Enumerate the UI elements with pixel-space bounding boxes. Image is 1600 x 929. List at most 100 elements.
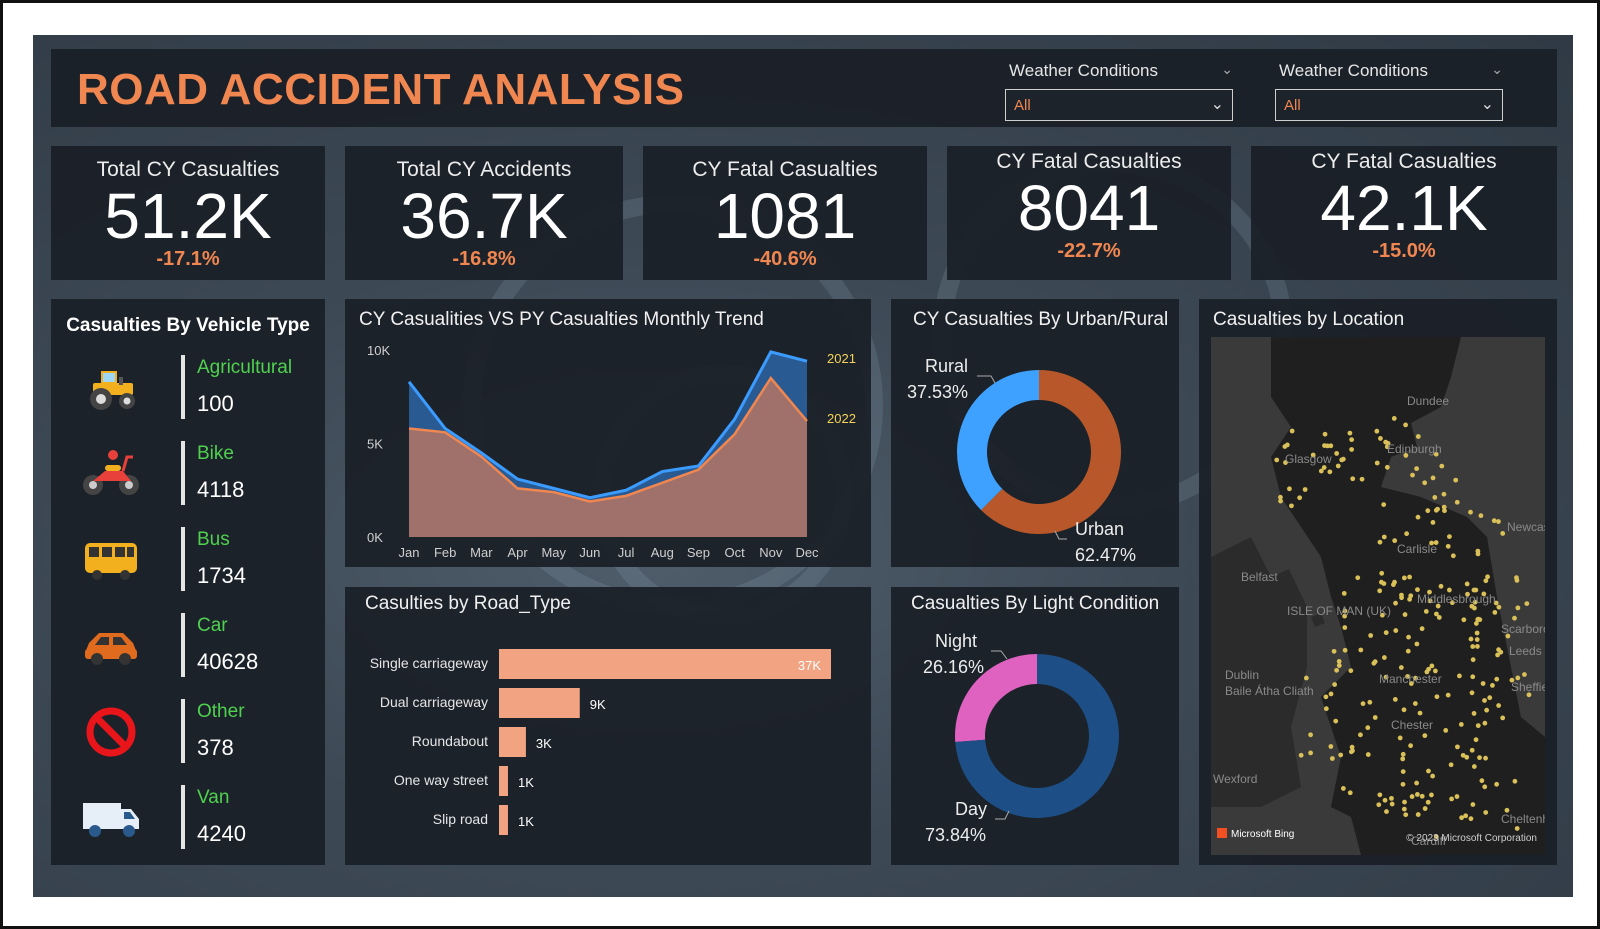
bar-category-label: Dual carriageway <box>380 694 488 710</box>
map-dot <box>1524 601 1530 607</box>
bar-value-label: 1K <box>518 775 534 790</box>
map-dot <box>1331 648 1337 654</box>
kpi-title: CY Fatal Casualties <box>996 150 1182 173</box>
map-dot <box>1438 583 1444 589</box>
map-dot <box>1439 463 1445 469</box>
map-dot <box>1392 579 1397 585</box>
map-dot <box>1393 600 1398 606</box>
map-place-label: Dundee <box>1407 394 1449 408</box>
map-dot <box>1482 698 1487 703</box>
map-dot <box>1328 744 1334 749</box>
map-dot <box>1425 508 1431 514</box>
map-dot <box>1417 710 1423 716</box>
map-dot <box>1310 452 1316 458</box>
series-area-2022 <box>409 378 807 537</box>
kpi-card-total-casualties: Total CY Casualties 51.2K -17.1% <box>51 146 325 280</box>
map-dot <box>1336 663 1342 668</box>
vehicle-value: 4240 <box>197 821 246 846</box>
map-dot <box>1500 531 1506 536</box>
map-dot <box>1340 786 1346 791</box>
map-dot <box>1481 591 1487 597</box>
map-dot <box>1435 603 1441 609</box>
map-dot <box>1413 675 1418 681</box>
chevron-down-icon[interactable]: ⌄ <box>1221 61 1233 77</box>
map-dot <box>1470 657 1476 663</box>
map-dot <box>1377 792 1383 798</box>
map-dot <box>1398 665 1404 670</box>
map-dot <box>1448 762 1454 768</box>
map-dot <box>1470 802 1476 807</box>
map-dot <box>1358 647 1364 653</box>
map-dot <box>1368 633 1374 638</box>
map-dot <box>1474 630 1480 636</box>
vehicle-value: 378 <box>197 735 234 760</box>
chevron-down-icon[interactable]: ⌄ <box>1491 61 1503 77</box>
map-place-label: Dublin <box>1225 668 1259 682</box>
vehicle-item-bike: Bike 4118 <box>51 441 325 521</box>
chevron-down-icon[interactable]: ⌄ <box>1210 96 1224 113</box>
weather-filter-2[interactable]: Weather Conditions ⌄ All ⌄ <box>1275 61 1503 121</box>
map-place-label: Edinburgh <box>1387 442 1442 456</box>
weather-filter-select[interactable]: All ⌄ <box>1005 89 1233 121</box>
map-dot <box>1415 514 1421 520</box>
map-dot <box>1422 806 1428 811</box>
kpi-change: -16.8% <box>452 248 516 270</box>
map-dot <box>1391 416 1397 421</box>
map-place-label: Carlisle <box>1397 542 1437 556</box>
map-dot <box>1505 633 1511 639</box>
map-dot <box>1446 587 1452 593</box>
kpi-card-fatal-casualties: CY Fatal Casualties 1081 -40.6% <box>643 146 927 280</box>
location-map[interactable]: Dundee Edinburgh Glasgow Newcastle upon Tyn… <box>1211 337 1545 855</box>
map-dot <box>1487 695 1493 701</box>
map-dot <box>1355 575 1361 581</box>
map-dot <box>1453 477 1459 483</box>
weather-filter-1[interactable]: Weather Conditions ⌄ All ⌄ <box>1005 61 1233 121</box>
dashboard-canvas: ROAD ACCIDENT ANALYSIS Weather Condition… <box>33 35 1573 897</box>
map-place-label: Newcastle upon Tyne <box>1507 520 1545 534</box>
slice-label: Rural <box>925 356 968 376</box>
map-dot <box>1414 641 1420 647</box>
map-place-label: Baile Átha Cliath <box>1225 683 1314 698</box>
map-dot <box>1402 799 1407 805</box>
map-dot <box>1483 755 1488 761</box>
x-tick-label: Jun <box>579 545 600 560</box>
map-dot <box>1496 519 1501 524</box>
map-dot <box>1328 443 1334 449</box>
map-dot <box>1393 628 1399 633</box>
x-tick-label: Nov <box>759 545 783 560</box>
map-dot <box>1278 494 1283 500</box>
map-dot <box>1383 674 1389 680</box>
map-dot <box>1449 796 1455 802</box>
y-tick-label: 10K <box>367 343 390 358</box>
map-canvas[interactable]: Dundee Edinburgh Glasgow Newcastle upon Tyn… <box>1211 337 1545 855</box>
bar <box>499 766 508 796</box>
divider <box>181 355 185 419</box>
map-dot <box>1406 634 1411 640</box>
monthly-trend-chart: 0K 5K 10K Jan Feb Mar Apr May Jun Jul Aug Sep Oct Nov… <box>367 343 856 560</box>
y-tick-label: 0K <box>367 530 383 545</box>
map-dot <box>1359 476 1365 482</box>
map-dot <box>1350 476 1356 482</box>
map-dot <box>1482 784 1488 790</box>
map-place-label: Cardiff <box>1411 834 1447 848</box>
chevron-down-icon[interactable]: ⌄ <box>1480 96 1494 113</box>
map-dot <box>1468 636 1474 642</box>
kpi-change: -17.1% <box>156 248 220 270</box>
map-dot <box>1504 807 1510 813</box>
map-dot <box>1303 675 1309 681</box>
map-dot <box>1397 735 1403 741</box>
vehicle-item-bus: Bus 1734 <box>51 527 325 607</box>
map-dot <box>1496 703 1502 708</box>
map-dot <box>1274 457 1280 463</box>
map-dot <box>1400 751 1406 757</box>
map-dot <box>1432 668 1438 674</box>
weather-filter-select[interactable]: All ⌄ <box>1275 89 1503 121</box>
map-dot <box>1414 466 1420 472</box>
map-attribution-left: Microsoft Bing <box>1231 829 1294 840</box>
map-dot <box>1323 706 1329 712</box>
map-dot <box>1401 806 1407 812</box>
map-dot <box>1342 647 1348 653</box>
kpi-value: 8041 <box>1017 172 1161 244</box>
map-dot <box>1358 732 1363 738</box>
